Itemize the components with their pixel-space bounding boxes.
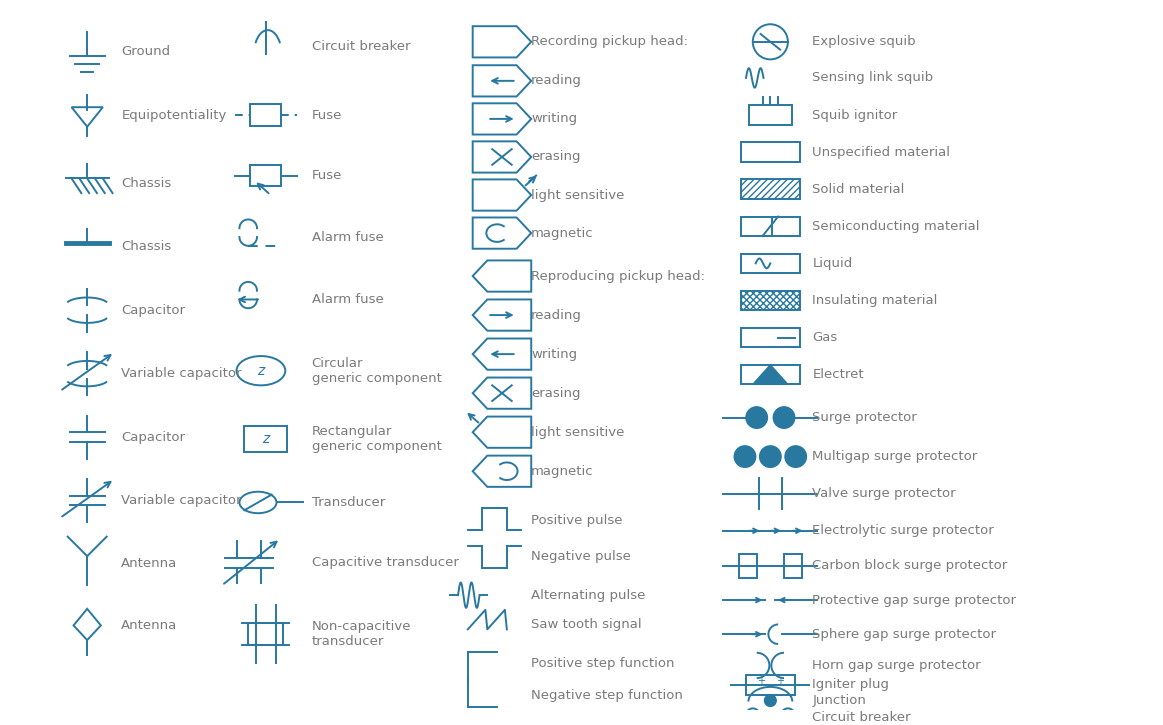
Text: z: z bbox=[262, 432, 270, 446]
Text: Surge protector: Surge protector bbox=[812, 411, 918, 424]
Text: Circular
generic component: Circular generic component bbox=[312, 357, 442, 385]
Text: Chassis: Chassis bbox=[121, 177, 172, 190]
Bar bbox=[741, 179, 800, 199]
Text: +: + bbox=[776, 676, 784, 686]
Bar bbox=[741, 328, 800, 347]
Bar bbox=[784, 554, 801, 578]
Text: Positive step function: Positive step function bbox=[531, 657, 675, 670]
Circle shape bbox=[773, 407, 794, 428]
Text: Explosive squib: Explosive squib bbox=[812, 36, 916, 49]
Text: erasing: erasing bbox=[531, 386, 580, 399]
Bar bbox=[244, 426, 287, 452]
Text: Electrolytic surge protector: Electrolytic surge protector bbox=[812, 524, 994, 537]
Text: Squib ignitor: Squib ignitor bbox=[812, 109, 898, 122]
Bar bbox=[741, 365, 800, 384]
Text: Insulating material: Insulating material bbox=[812, 294, 937, 307]
Bar bbox=[250, 165, 281, 186]
Bar bbox=[250, 104, 281, 125]
Text: Variable capacitor: Variable capacitor bbox=[121, 367, 242, 380]
Text: Igniter plug: Igniter plug bbox=[812, 679, 890, 692]
Text: +: + bbox=[757, 676, 764, 686]
Bar bbox=[745, 675, 794, 695]
Bar bbox=[749, 105, 792, 125]
Text: reading: reading bbox=[531, 75, 583, 87]
Text: Non-capacitive
transducer: Non-capacitive transducer bbox=[312, 620, 412, 648]
Text: Fuse: Fuse bbox=[312, 109, 342, 122]
Text: magnetic: magnetic bbox=[531, 227, 594, 239]
Text: Horn gap surge protector: Horn gap surge protector bbox=[812, 659, 980, 672]
Text: Liquid: Liquid bbox=[812, 257, 852, 270]
Bar bbox=[741, 291, 800, 310]
Polygon shape bbox=[752, 365, 787, 384]
Text: erasing: erasing bbox=[531, 151, 580, 163]
Circle shape bbox=[785, 446, 806, 468]
Text: Fuse: Fuse bbox=[312, 169, 342, 182]
Text: Carbon block surge protector: Carbon block surge protector bbox=[812, 560, 1007, 573]
Text: Circuit breaker: Circuit breaker bbox=[812, 710, 911, 724]
Circle shape bbox=[734, 446, 756, 468]
Text: Circuit breaker: Circuit breaker bbox=[312, 40, 411, 53]
Text: Sphere gap surge protector: Sphere gap surge protector bbox=[812, 628, 997, 641]
Text: Alarm fuse: Alarm fuse bbox=[312, 231, 384, 244]
Text: Saw tooth signal: Saw tooth signal bbox=[531, 618, 642, 631]
Circle shape bbox=[759, 446, 782, 468]
Bar bbox=[740, 554, 757, 578]
Text: writing: writing bbox=[531, 112, 577, 125]
Text: Capacitor: Capacitor bbox=[121, 431, 185, 444]
Text: Negative step function: Negative step function bbox=[531, 689, 683, 703]
Circle shape bbox=[745, 407, 768, 428]
Text: Gas: Gas bbox=[812, 331, 837, 344]
Bar bbox=[741, 142, 800, 162]
Bar bbox=[741, 254, 800, 273]
Text: Reproducing pickup head:: Reproducing pickup head: bbox=[531, 270, 705, 283]
Text: light sensitive: light sensitive bbox=[531, 188, 625, 202]
Text: Alarm fuse: Alarm fuse bbox=[312, 293, 384, 306]
Text: light sensitive: light sensitive bbox=[531, 426, 625, 439]
Text: Semiconducting material: Semiconducting material bbox=[812, 220, 979, 233]
Text: Chassis: Chassis bbox=[121, 240, 172, 253]
Text: Ground: Ground bbox=[121, 45, 171, 58]
Bar bbox=[248, 624, 284, 645]
Text: z: z bbox=[257, 364, 264, 378]
Text: Multigap surge protector: Multigap surge protector bbox=[812, 450, 978, 463]
Text: Equipotentiality: Equipotentiality bbox=[121, 109, 227, 122]
Text: Alternating pulse: Alternating pulse bbox=[531, 589, 645, 602]
Text: Capacitor: Capacitor bbox=[121, 304, 185, 317]
Text: writing: writing bbox=[531, 347, 577, 360]
Text: Antenna: Antenna bbox=[121, 558, 178, 571]
Text: Junction: Junction bbox=[812, 694, 866, 707]
Text: Negative pulse: Negative pulse bbox=[531, 550, 632, 563]
Text: Antenna: Antenna bbox=[121, 619, 178, 632]
Text: magnetic: magnetic bbox=[531, 465, 594, 478]
Text: Recording pickup head:: Recording pickup head: bbox=[531, 36, 688, 49]
Text: Variable capacitor: Variable capacitor bbox=[121, 494, 242, 507]
Text: Transducer: Transducer bbox=[312, 496, 385, 509]
Text: Electret: Electret bbox=[812, 368, 864, 381]
Text: Rectangular
generic component: Rectangular generic component bbox=[312, 425, 442, 453]
Text: Valve surge protector: Valve surge protector bbox=[812, 487, 956, 500]
Circle shape bbox=[764, 695, 776, 706]
Text: Protective gap surge protector: Protective gap surge protector bbox=[812, 594, 1016, 607]
Bar bbox=[741, 217, 800, 236]
Text: Unspecified material: Unspecified material bbox=[812, 146, 950, 159]
Text: Sensing link squib: Sensing link squib bbox=[812, 72, 934, 84]
Text: Solid material: Solid material bbox=[812, 183, 905, 196]
Text: Positive pulse: Positive pulse bbox=[531, 513, 622, 526]
Text: reading: reading bbox=[531, 309, 583, 322]
Text: Capacitive transducer: Capacitive transducer bbox=[312, 557, 458, 569]
